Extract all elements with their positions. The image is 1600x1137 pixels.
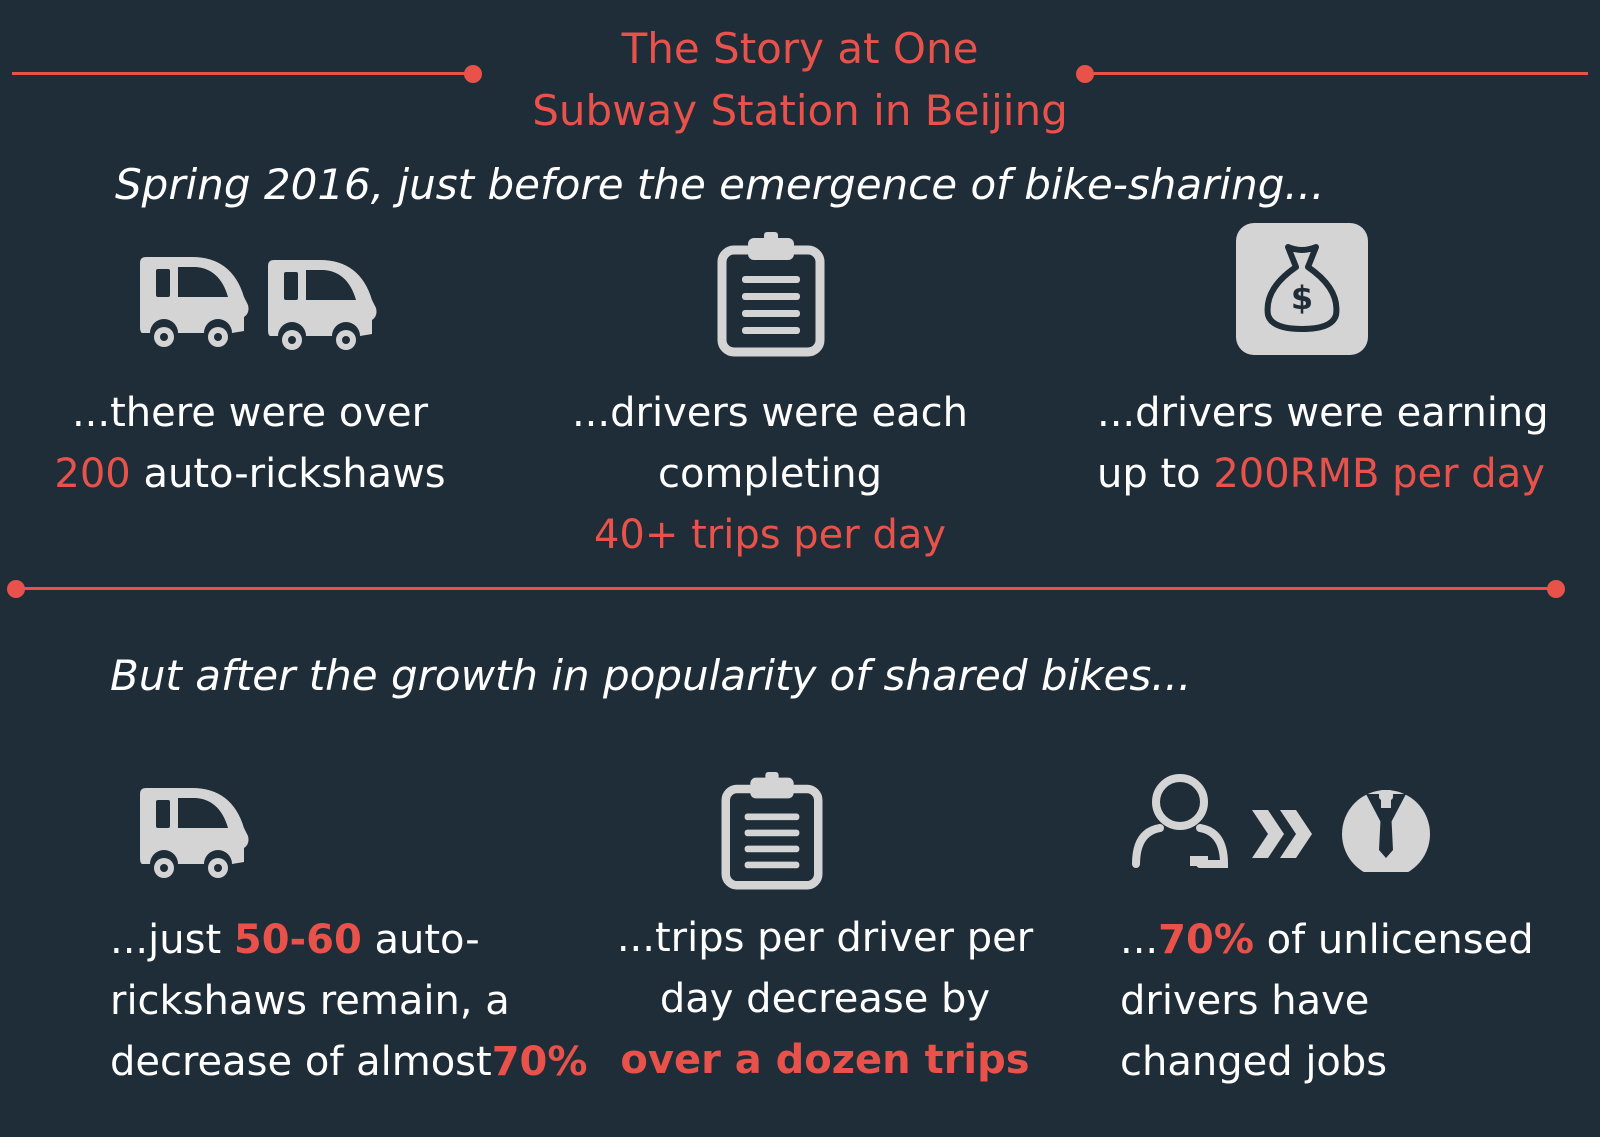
caption-text: ... — [1120, 917, 1159, 963]
before-caption-rickshaws: ...there were over 200 auto-rickshaws — [40, 383, 460, 505]
highlight-count: 200 — [54, 451, 131, 497]
money-bag-icon: $ — [1236, 223, 1368, 355]
caption-line: completing — [657, 451, 883, 497]
caption-line: changed jobs — [1120, 1039, 1388, 1085]
caption-line: ...trips per driver per — [616, 915, 1034, 961]
double-chevron-icon — [1252, 810, 1312, 858]
before-heading: Spring 2016, just before the emergence o… — [115, 160, 1325, 209]
title-divider-left-dot — [464, 65, 482, 83]
caption-line: ...70% of unlicensed — [1120, 910, 1590, 971]
highlight-count: 50-60 — [233, 917, 362, 963]
highlight-trips: over a dozen trips — [620, 1037, 1030, 1083]
highlight-percent: 70% — [491, 1039, 588, 1085]
after-caption-jobs: ...70% of unlicensed drivers have change… — [1120, 910, 1590, 1093]
before-caption-trips: ...drivers were each completing 40+ trip… — [560, 383, 980, 566]
title-divider-left — [12, 72, 472, 75]
caption-line: decrease of almost70% — [110, 1032, 610, 1093]
after-caption-rickshaws: ...just 50-60 auto- rickshaws remain, a … — [110, 910, 610, 1093]
title-divider-right — [1085, 72, 1588, 75]
before-caption-earnings: ...drivers were earning up to 200RMB per… — [1097, 383, 1597, 505]
person-outline-icon — [1132, 774, 1229, 868]
section-divider — [16, 587, 1556, 590]
businessman-icon — [1342, 790, 1430, 872]
title-line-1: The Story at One — [621, 24, 979, 73]
caption-line: drivers have — [1120, 978, 1370, 1024]
caption-line: ...there were over — [71, 390, 429, 436]
highlight-earnings: 200RMB per day — [1213, 451, 1545, 497]
highlight-percent: 70% — [1158, 917, 1254, 963]
caption-line: ...drivers were earning — [1097, 390, 1549, 436]
caption-line: ...just 50-60 auto- — [110, 910, 610, 971]
caption-text: up to — [1097, 451, 1214, 497]
section-divider-right-dot — [1547, 580, 1565, 598]
clipboard-icon — [721, 772, 823, 890]
after-caption-trips: ...trips per driver per day decrease by … — [600, 908, 1050, 1091]
caption-text: ...just — [110, 917, 234, 963]
after-heading: But after the growth in popularity of sh… — [110, 651, 1192, 700]
highlight-trips: 40+ trips per day — [593, 512, 947, 558]
auto-rickshaw-icon — [140, 788, 249, 878]
page-title: The Story at One Subway Station in Beiji… — [0, 18, 1600, 142]
job-change-icon — [1132, 774, 1430, 872]
clipboard-icon — [717, 232, 825, 357]
svg-text:$: $ — [1291, 279, 1313, 317]
caption-line: ...drivers were each — [571, 390, 969, 436]
caption-text: auto-rickshaws — [130, 451, 446, 497]
caption-line: 200 auto-rickshaws — [40, 444, 460, 505]
title-line-2: Subway Station in Beijing — [532, 86, 1068, 135]
caption-line: rickshaws remain, a — [110, 978, 510, 1024]
caption-line: up to 200RMB per day — [1097, 444, 1597, 505]
auto-rickshaw-icon — [140, 257, 249, 347]
auto-rickshaw-icon — [268, 260, 377, 350]
caption-line: day decrease by — [659, 976, 991, 1022]
caption-text: decrease of almost — [110, 1039, 492, 1085]
caption-text: of unlicensed — [1253, 917, 1534, 963]
caption-text: auto- — [361, 917, 480, 963]
